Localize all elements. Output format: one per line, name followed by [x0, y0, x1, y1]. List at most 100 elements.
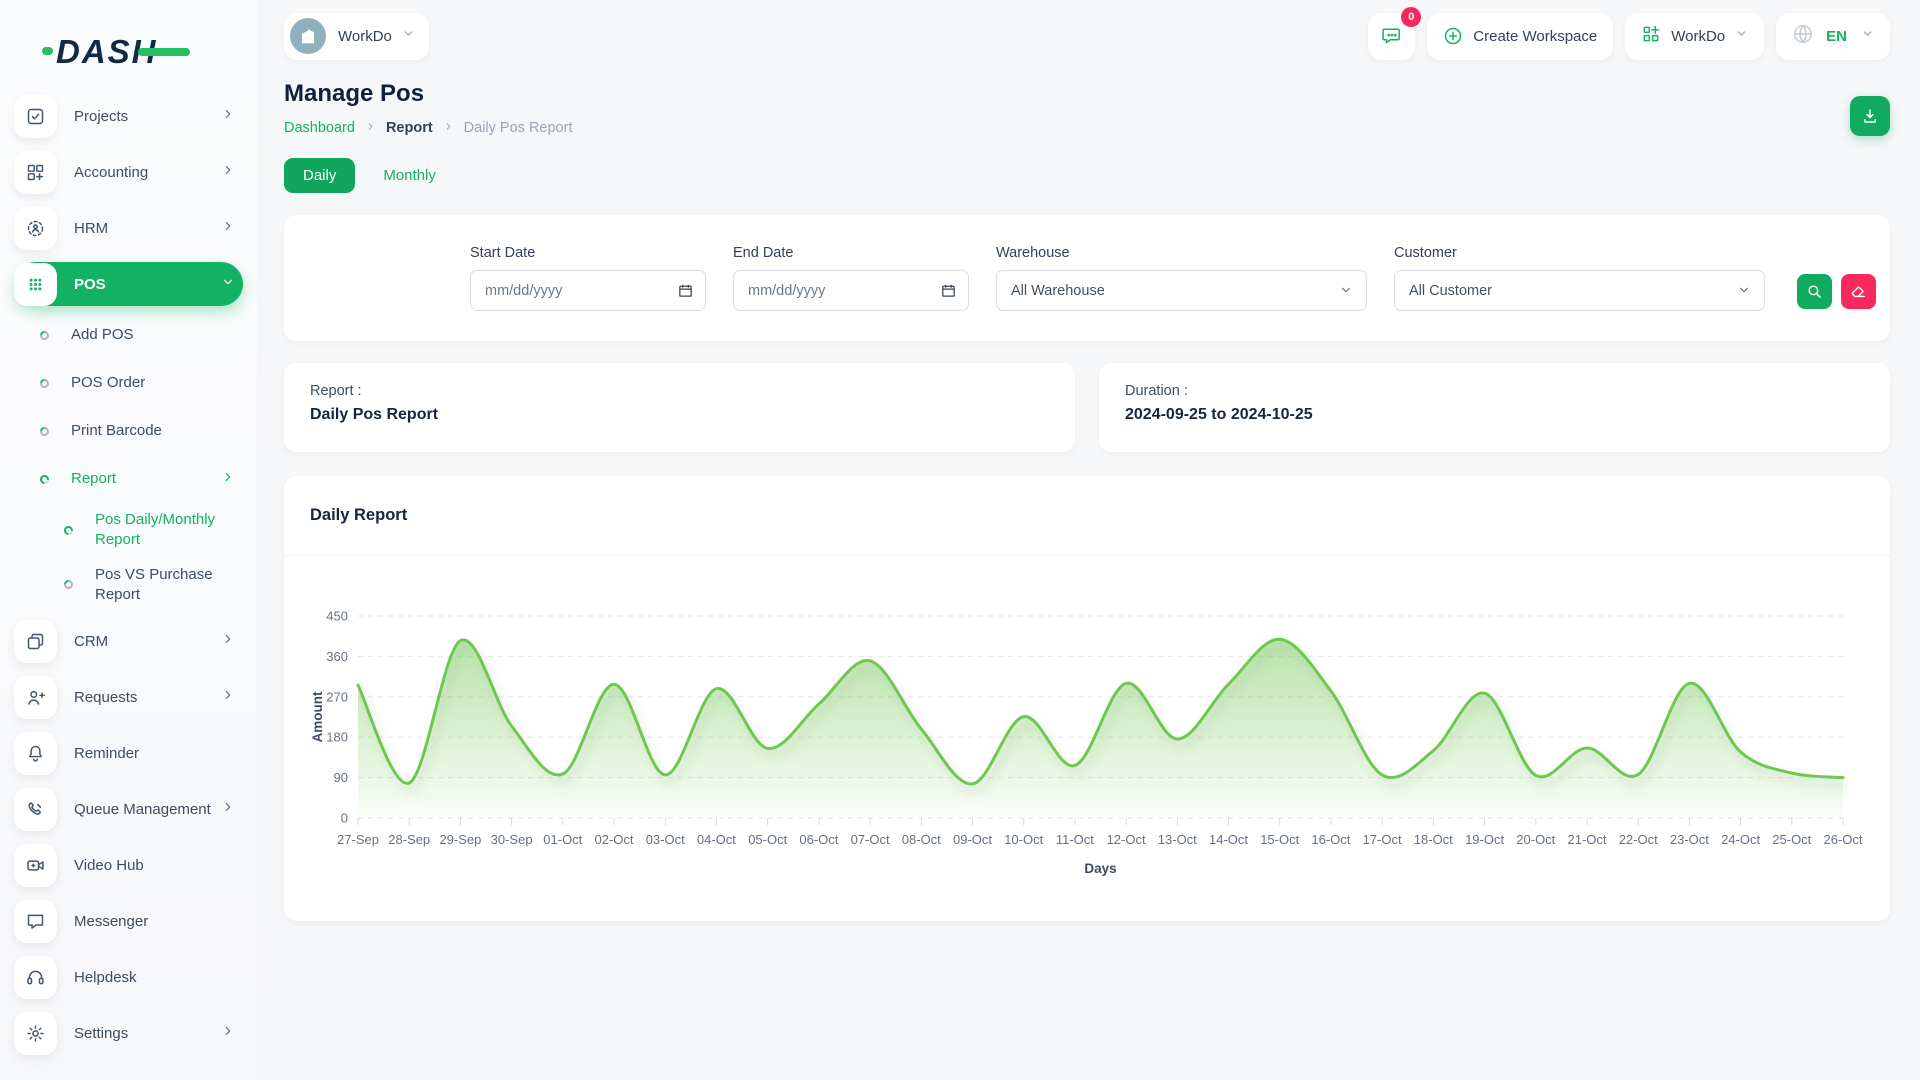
app-logo[interactable]: DASH	[0, 18, 257, 78]
area-fill	[358, 639, 1843, 818]
sidebar-item-crm[interactable]: CRM	[14, 619, 243, 663]
x-tick-label: 30-Sep	[491, 832, 533, 847]
sidebar-item-label: Video Hub	[74, 856, 144, 874]
sidebar-subitem-label: Pos Daily/Monthly Report	[95, 511, 216, 549]
sidebar: DASH Projects Accounting HRM POS Add POS POS …	[0, 0, 257, 1080]
warehouse-field: Warehouse All Warehouse	[996, 245, 1367, 311]
x-tick-label: 19-Oct	[1465, 832, 1504, 847]
sidebar-item-hrm[interactable]: HRM	[14, 206, 243, 250]
gear-icon	[14, 1011, 57, 1055]
headset-icon	[14, 955, 57, 999]
chart-title: Daily Report	[310, 506, 408, 524]
x-tick-label: 12-Oct	[1107, 832, 1146, 847]
tab-monthly[interactable]: Monthly	[383, 167, 436, 184]
end-date-field: End Date	[733, 245, 969, 311]
sidebar-item-helpdesk[interactable]: Helpdesk	[14, 955, 243, 999]
messages-count-badge: 0	[1401, 6, 1422, 27]
sidebar-subitem-report[interactable]: Report	[38, 462, 243, 496]
app-logo-text: DASH	[42, 35, 190, 68]
sidebar-item-queue-management[interactable]: Queue Management	[14, 787, 243, 831]
y-tick-label: 360	[326, 649, 348, 664]
filter-card: Start Date End Date Warehouse All Wareho…	[284, 215, 1890, 341]
breadcrumb-report[interactable]: Report	[385, 120, 433, 136]
sidebar-item-accounting[interactable]: Accounting	[14, 150, 243, 194]
page-header: Manage Pos Dashboard Report Daily Pos Re…	[284, 80, 1890, 136]
start-date-input[interactable]	[470, 270, 706, 311]
sidebar-subitem-label: Pos VS Purchase Report	[95, 565, 213, 603]
bullet-icon	[62, 578, 75, 592]
reset-filter-button[interactable]	[1841, 274, 1876, 309]
report-summary-card: Report : Daily Pos Report	[284, 363, 1075, 452]
x-tick-label: 26-Oct	[1823, 832, 1862, 847]
chevron-down-icon	[402, 27, 415, 45]
sidebar-item-requests[interactable]: Requests	[14, 675, 243, 719]
x-tick-label: 07-Oct	[851, 832, 890, 847]
topbar: WorkDo 0 Create Workspace WorkDo	[257, 0, 1920, 72]
create-workspace-button[interactable]: Create Workspace	[1427, 12, 1614, 60]
sidebar-item-label: Helpdesk	[74, 968, 137, 986]
x-tick-label: 09-Oct	[953, 832, 992, 847]
sidebar-item-label: Settings	[74, 1024, 129, 1042]
sidebar-subitem-pos-vs-purchase-report[interactable]: Pos VS Purchase Report	[62, 565, 243, 606]
x-tick-label: 01-Oct	[543, 832, 582, 847]
calendar-icon[interactable]	[940, 282, 957, 299]
chevron-down-icon	[1735, 27, 1748, 45]
sidebar-item-projects[interactable]: Projects	[14, 94, 243, 138]
duration-value: 2024-09-25 to 2024-10-25	[1125, 406, 1313, 423]
language-menu-button[interactable]: EN	[1776, 12, 1890, 60]
duration-label: Duration :	[1125, 383, 1188, 399]
user-plus-icon	[14, 675, 57, 719]
video-icon	[14, 843, 57, 887]
warehouse-select[interactable]: All Warehouse	[996, 270, 1367, 311]
sidebar-subitem-label: Add POS	[71, 325, 134, 343]
sidebar-item-label: CRM	[74, 632, 109, 650]
sidebar-item-settings[interactable]: Settings	[14, 1011, 243, 1055]
y-tick-label: 90	[334, 770, 348, 785]
sidebar-item-label: Messenger	[74, 912, 149, 930]
chevron-right-icon	[221, 632, 243, 651]
sidebar-item-reminder[interactable]: Reminder	[14, 731, 243, 775]
eraser-icon	[1851, 286, 1865, 298]
filter-actions	[1797, 274, 1876, 309]
chevron-right-icon	[221, 163, 243, 182]
bullet-icon	[38, 328, 51, 342]
customer-field: Customer All Customer	[1394, 245, 1765, 311]
sidebar-item-label: POS	[74, 275, 106, 293]
tab-daily[interactable]: Daily	[284, 158, 356, 193]
sidebar-subitem-print-barcode[interactable]: Print Barcode	[38, 414, 243, 448]
download-report-button[interactable]	[1850, 96, 1890, 136]
breadcrumb-dashboard[interactable]: Dashboard	[284, 120, 355, 136]
hrm-icon	[14, 206, 57, 250]
company-menu-button[interactable]: WorkDo	[1625, 12, 1765, 60]
sidebar-subitem-pos-order[interactable]: POS Order	[38, 366, 243, 400]
customer-select[interactable]: All Customer	[1394, 270, 1765, 311]
calendar-icon[interactable]	[677, 282, 694, 299]
end-date-input[interactable]	[733, 270, 969, 311]
start-date-label: Start Date	[470, 245, 536, 261]
customer-label: Customer	[1394, 245, 1457, 261]
topbar-actions: 0 Create Workspace WorkDo EN	[1368, 6, 1890, 60]
apply-filter-button[interactable]	[1797, 274, 1832, 309]
x-tick-label: 28-Sep	[388, 832, 430, 847]
chevron-right-icon	[443, 120, 454, 136]
x-tick-label: 16-Oct	[1311, 832, 1350, 847]
x-tick-label: 17-Oct	[1363, 832, 1402, 847]
sidebar-subitem-pos-daily-monthly-report[interactable]: Pos Daily/Monthly Report	[62, 510, 243, 551]
globe-icon	[1792, 23, 1814, 50]
chevron-right-icon	[221, 275, 243, 294]
sidebar-item-label: Projects	[74, 107, 129, 125]
sidebar-item-video-hub[interactable]: Video Hub	[14, 843, 243, 887]
sidebar-subitem-add-pos[interactable]: Add POS	[38, 318, 243, 352]
messages-button[interactable]: 0	[1368, 6, 1422, 60]
sidebar-item-pos[interactable]: POS	[14, 262, 243, 306]
sidebar-item-messenger[interactable]: Messenger	[14, 899, 243, 943]
daily-report-area-chart: 0 90 180 270 360 450 27-Sep 28-Sep 29-Sep 30-Sep 0…	[308, 556, 1866, 921]
x-tick-label: 14-Oct	[1209, 832, 1248, 847]
pos-grid-icon	[14, 262, 57, 306]
workspace-switcher[interactable]: WorkDo	[284, 12, 429, 60]
accounting-icon	[14, 150, 57, 194]
y-tick-label: 450	[326, 609, 348, 624]
x-tick-label: 05-Oct	[748, 832, 787, 847]
sidebar-nav: Projects Accounting HRM POS Add POS POS Order…	[0, 78, 257, 1055]
search-icon	[1808, 285, 1821, 298]
